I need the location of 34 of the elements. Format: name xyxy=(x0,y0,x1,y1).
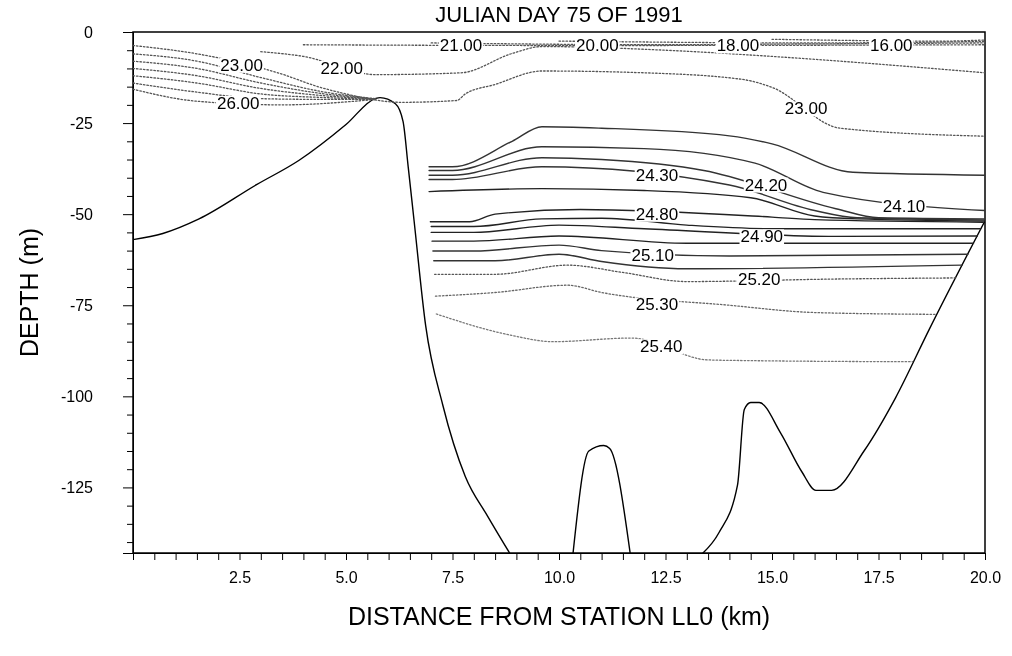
annotation: 20.00 xyxy=(576,36,619,56)
x-tick-label: 17.5 xyxy=(863,569,895,587)
x-tick-label: 10.0 xyxy=(543,569,576,587)
annotation: 24.90 xyxy=(740,227,784,247)
x-tick-label: 15.0 xyxy=(756,569,789,587)
x-tick-label: 2.5 xyxy=(228,569,252,587)
annotation: 24.30 xyxy=(635,166,679,186)
annotation: 24.10 xyxy=(882,197,926,217)
y-axis-title: DEPTH (m) xyxy=(15,227,43,358)
x-axis-title: DISTANCE FROM STATION LL0 (km) xyxy=(347,602,771,630)
x-tick-label: 12.5 xyxy=(650,569,682,587)
x-tick-label: 5.0 xyxy=(335,569,358,587)
y-tick-label: -25 xyxy=(69,114,94,132)
annotation: 22.00 xyxy=(320,59,364,79)
annotation: 25.30 xyxy=(635,295,679,315)
annotation: 16.00 xyxy=(870,36,913,56)
annotation: 23.00 xyxy=(220,55,263,75)
annotation: 25.40 xyxy=(639,337,683,357)
annotation: 21.00 xyxy=(439,36,483,56)
x-tick-label: 7.5 xyxy=(441,569,465,587)
annotation: 25.10 xyxy=(631,245,674,265)
chart-title: JULIAN DAY 75 OF 1991 xyxy=(435,2,683,27)
y-tick-label: -75 xyxy=(69,296,94,314)
y-tick-label: 0 xyxy=(84,23,94,41)
y-tick-label: -50 xyxy=(69,205,94,223)
annotation: 25.20 xyxy=(737,269,781,289)
y-tick-label: -100 xyxy=(60,387,94,405)
annotation: 24.20 xyxy=(744,175,788,195)
annotation: 18.00 xyxy=(716,36,760,56)
y-tick-label: -125 xyxy=(60,479,94,497)
annotation: 23.00 xyxy=(784,99,828,119)
annotation: 26.00 xyxy=(216,94,260,113)
annotation: 24.80 xyxy=(635,204,679,224)
x-tick-label: 20.0 xyxy=(969,569,1002,587)
